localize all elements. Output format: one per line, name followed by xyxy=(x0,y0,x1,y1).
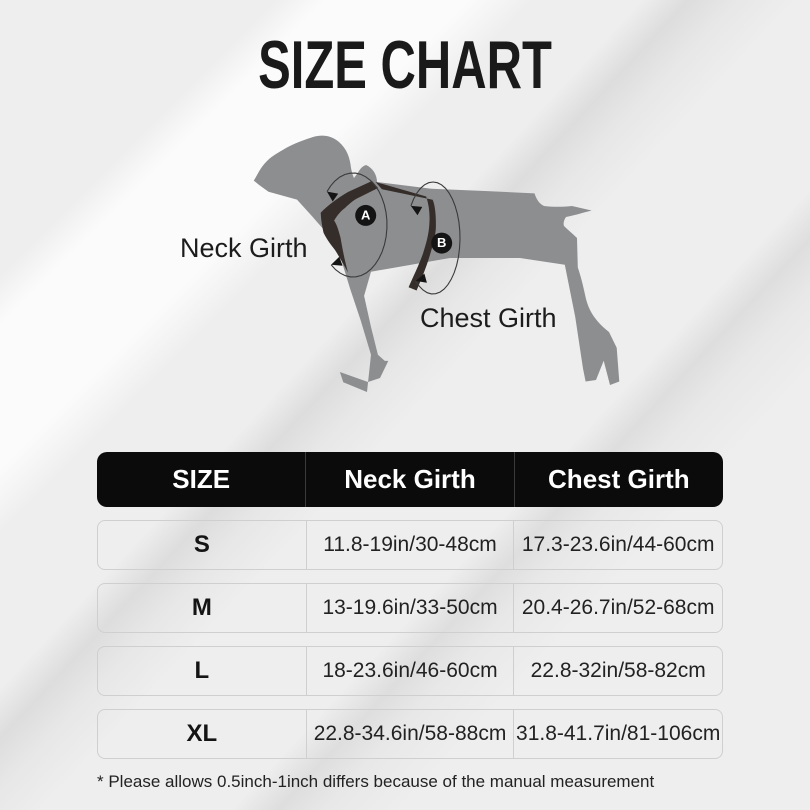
svg-text:A: A xyxy=(361,208,371,223)
svg-text:B: B xyxy=(437,235,446,250)
